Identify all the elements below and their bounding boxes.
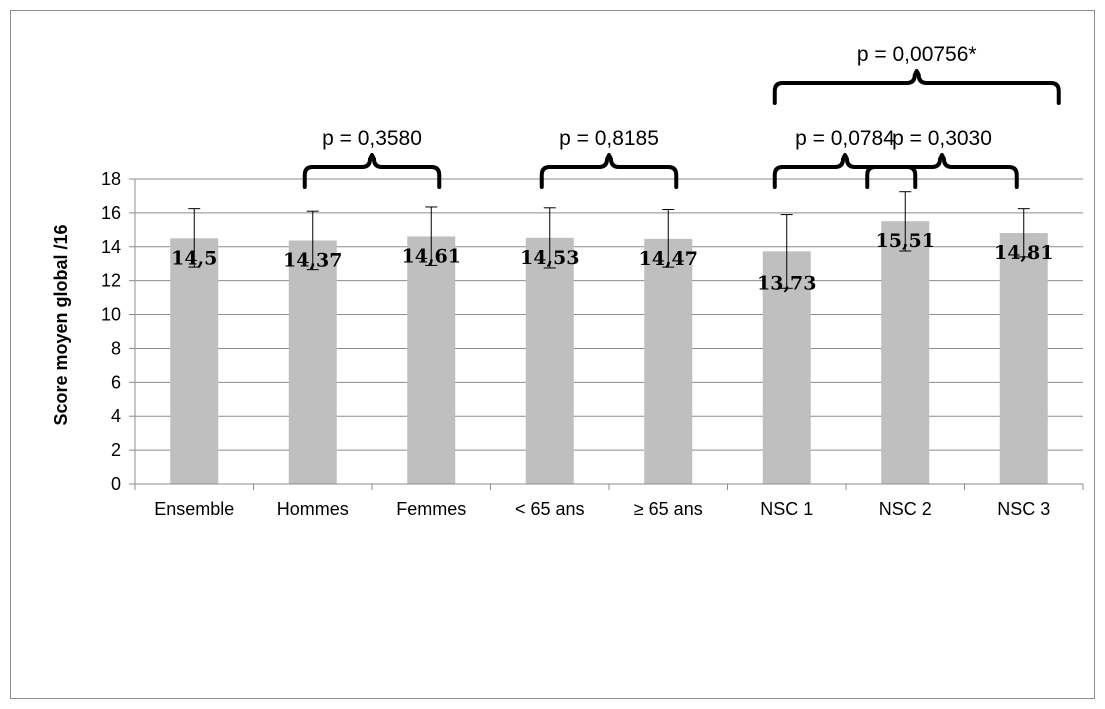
data-label: 14,81 — [994, 242, 1054, 264]
y-tick-label: 18 — [101, 169, 121, 189]
x-category-label: Ensemble — [154, 499, 234, 519]
chart-frame: 0 2 4 6 8 10 12 14 16 18 Ensemble Hommes Femmes < 65 … — [10, 10, 1095, 699]
y-tick-label: 16 — [101, 203, 121, 223]
x-category-label: Hommes — [277, 499, 349, 519]
p-value-label: p = 0,8185 — [559, 127, 659, 150]
error-bar — [1017, 208, 1030, 258]
error-bar — [780, 214, 793, 289]
bracket-shape — [302, 153, 442, 189]
bar — [170, 238, 219, 484]
x-category-label: NSC 3 — [997, 499, 1050, 519]
data-label: 13,73 — [757, 272, 817, 294]
y-axis-label: Score moyen global /16 — [51, 224, 71, 425]
y-tick-label: 12 — [101, 271, 121, 291]
significance-bracket: p = 0,00756* — [772, 43, 1061, 105]
data-label: 14,5 — [171, 247, 217, 269]
significance-bracket: p = 0,8185 — [539, 127, 679, 189]
y-tick-label: 4 — [111, 406, 121, 426]
x-category-label: ≥ 65 ans — [634, 499, 703, 519]
x-category-label: NSC 1 — [760, 499, 813, 519]
grid-lines — [135, 178, 1083, 451]
error-bar — [662, 209, 675, 268]
y-tick-label: 6 — [111, 372, 121, 392]
p-value-label: p = 0,3030 — [892, 127, 992, 150]
data-label: 15,51 — [876, 230, 936, 252]
bar — [644, 238, 693, 484]
bar — [288, 240, 337, 484]
data-label: 14,53 — [520, 247, 580, 269]
significance-bracket: p = 0,3580 — [302, 127, 442, 189]
bars — [170, 221, 1048, 485]
x-category-label: Femmes — [396, 499, 466, 519]
y-tick-label: 8 — [111, 338, 121, 358]
p-value-label: p = 0,0784 — [795, 127, 895, 150]
error-bar — [543, 207, 556, 269]
y-tick-label: 2 — [111, 440, 121, 460]
data-label: 14,61 — [402, 245, 462, 267]
error-bars — [188, 191, 1030, 289]
error-bar — [188, 208, 201, 268]
y-tick-label: 14 — [101, 237, 121, 257]
data-label: 14,47 — [639, 248, 699, 270]
bracket-shape — [772, 153, 918, 189]
bar — [525, 237, 574, 484]
data-labels: 14,5 14,37 14,61 14,53 14,47 13,73 15,51 14,81 — [171, 230, 1053, 294]
error-bar — [899, 191, 912, 252]
bar — [407, 236, 456, 484]
y-tick-label: 10 — [101, 305, 121, 325]
bar — [999, 233, 1048, 484]
bar — [762, 251, 811, 484]
p-value-label: p = 0,00756* — [857, 43, 977, 66]
bracket-shape — [772, 69, 1061, 105]
axes: 0 2 4 6 8 10 12 14 16 18 Ensemble Hommes Femmes < 65 … — [101, 169, 1084, 519]
y-tick-label: 0 — [111, 474, 121, 494]
bar-chart: 0 2 4 6 8 10 12 14 16 18 Ensemble Hommes Femmes < 65 … — [51, 43, 1084, 519]
error-bar — [306, 210, 319, 271]
data-label: 14,37 — [283, 250, 343, 272]
bracket-shape — [539, 153, 679, 189]
bracket-shape — [865, 153, 1019, 189]
significance-bracket: p = 0,3030 — [865, 127, 1019, 189]
bar — [881, 221, 930, 485]
x-category-label: < 65 ans — [515, 499, 585, 519]
x-category-label: NSC 2 — [879, 499, 932, 519]
p-value-label: p = 0,3580 — [322, 127, 422, 150]
error-bar — [425, 206, 438, 266]
